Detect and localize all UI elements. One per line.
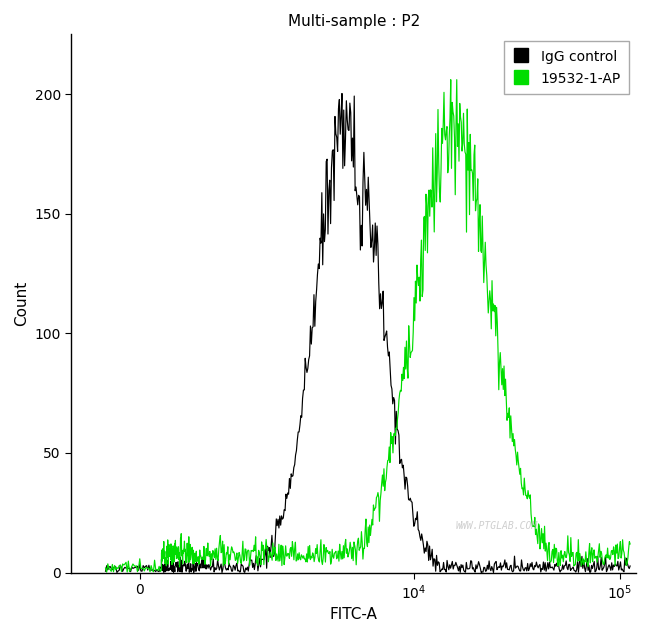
- 19532-1-AP: [317, 548, 324, 555]
- Line: IgG control: IgG control: [105, 93, 630, 572]
- 19532-1-AP: [103, 568, 111, 576]
- IgG control: [454, 567, 462, 575]
- Y-axis label: Count: Count: [14, 280, 29, 326]
- Line: 19532-1-AP: 19532-1-AP: [105, 80, 630, 572]
- IgG control: [626, 562, 634, 570]
- IgG control: [209, 555, 217, 563]
- X-axis label: FITC-A: FITC-A: [330, 607, 378, 622]
- IgG control: [101, 567, 109, 575]
- 19532-1-AP: [101, 564, 109, 572]
- 19532-1-AP: [453, 76, 461, 83]
- 19532-1-AP: [251, 547, 259, 555]
- IgG control: [424, 541, 432, 549]
- 19532-1-AP: [626, 540, 634, 548]
- Text: WWW.PTGLAB.COM: WWW.PTGLAB.COM: [456, 522, 538, 532]
- 19532-1-AP: [511, 436, 519, 443]
- IgG control: [338, 90, 346, 97]
- IgG control: [218, 569, 226, 576]
- IgG control: [505, 566, 513, 574]
- 19532-1-AP: [184, 552, 192, 560]
- 19532-1-AP: [423, 202, 431, 210]
- Legend: IgG control, 19532-1-AP: IgG control, 19532-1-AP: [504, 41, 629, 94]
- IgG control: [462, 558, 470, 566]
- Title: Multi-sample : P2: Multi-sample : P2: [287, 14, 420, 29]
- 19532-1-AP: [393, 416, 401, 424]
- IgG control: [342, 135, 350, 142]
